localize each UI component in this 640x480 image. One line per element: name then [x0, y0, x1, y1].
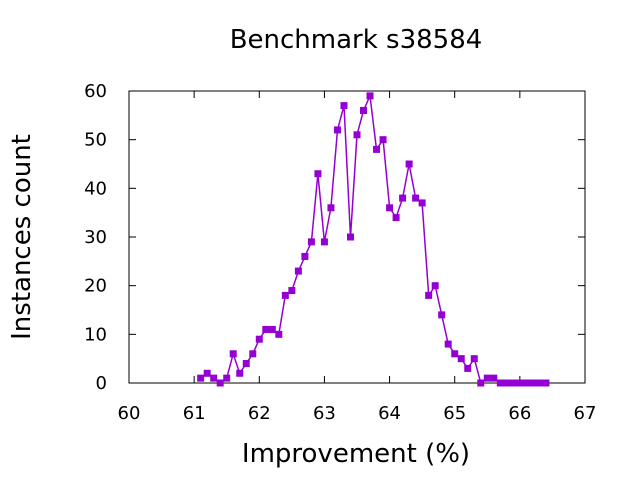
y-tick-label: 50 [84, 130, 107, 151]
x-axis-title: Improvement (%) [242, 439, 470, 469]
data-point [197, 374, 205, 382]
data-point [229, 350, 237, 358]
data-point [307, 238, 315, 246]
data-point [529, 379, 537, 387]
data-point [353, 131, 361, 139]
data-point [288, 287, 296, 295]
y-tick-label: 40 [84, 178, 107, 199]
data-point [503, 379, 511, 387]
data-point [392, 214, 400, 222]
data-point [379, 136, 387, 144]
x-tick-label: 62 [248, 403, 271, 424]
x-tick-label: 60 [118, 403, 141, 424]
data-point [490, 374, 498, 382]
data-point [346, 233, 354, 241]
y-tick-label: 30 [84, 227, 107, 248]
y-tick-label: 0 [96, 373, 107, 394]
data-point [236, 369, 244, 377]
x-axis: 60 61 62 63 64 65 66 67 [118, 91, 597, 424]
data-point [418, 199, 426, 207]
data-point [327, 204, 335, 212]
data-point [477, 379, 485, 387]
y-tick-label: 20 [84, 276, 107, 297]
y-tick-label: 10 [84, 324, 107, 345]
data-point [360, 106, 368, 114]
data-point [483, 374, 491, 382]
x-tick-label: 67 [574, 403, 597, 424]
data-point [464, 364, 472, 372]
data-point [386, 204, 394, 212]
data-point [249, 350, 257, 358]
x-tick-label: 65 [443, 403, 466, 424]
x-tick-label: 64 [378, 403, 401, 424]
data-point [522, 379, 530, 387]
y-tick-label: 60 [84, 81, 107, 102]
data-point [470, 355, 478, 363]
chart-title: Benchmark s38584 [230, 25, 483, 55]
data-point [203, 369, 211, 377]
data-point [340, 102, 348, 110]
data-point [255, 335, 263, 343]
data-point [457, 355, 465, 363]
x-tick-label: 66 [508, 403, 531, 424]
y-axis-title: Instances count [7, 134, 37, 340]
data-point [242, 360, 250, 368]
data-point [399, 194, 407, 202]
data-point [294, 267, 302, 275]
data-point [366, 92, 374, 100]
data-point [438, 311, 446, 319]
data-point [333, 126, 341, 134]
y-axis: 0 10 20 30 40 50 60 [84, 81, 585, 394]
data-point [210, 374, 218, 382]
data-point [535, 379, 543, 387]
data-point [216, 379, 224, 387]
series-group [197, 92, 550, 387]
data-point [281, 291, 289, 299]
data-point [542, 379, 550, 387]
data-point [275, 330, 283, 338]
data-point [314, 170, 322, 178]
data-point [516, 379, 524, 387]
data-point [373, 145, 381, 153]
series-line [200, 93, 546, 385]
data-point [405, 160, 413, 168]
data-point [268, 325, 276, 333]
x-tick-label: 61 [183, 403, 206, 424]
data-point [431, 282, 439, 290]
data-point [496, 379, 504, 387]
data-point [509, 379, 517, 387]
data-point [301, 252, 309, 260]
data-point [320, 238, 328, 246]
data-point [451, 350, 459, 358]
data-point [425, 291, 433, 299]
data-point [412, 194, 420, 202]
data-point [223, 374, 231, 382]
data-point [444, 340, 452, 348]
data-point [262, 325, 270, 333]
x-tick-label: 63 [313, 403, 336, 424]
